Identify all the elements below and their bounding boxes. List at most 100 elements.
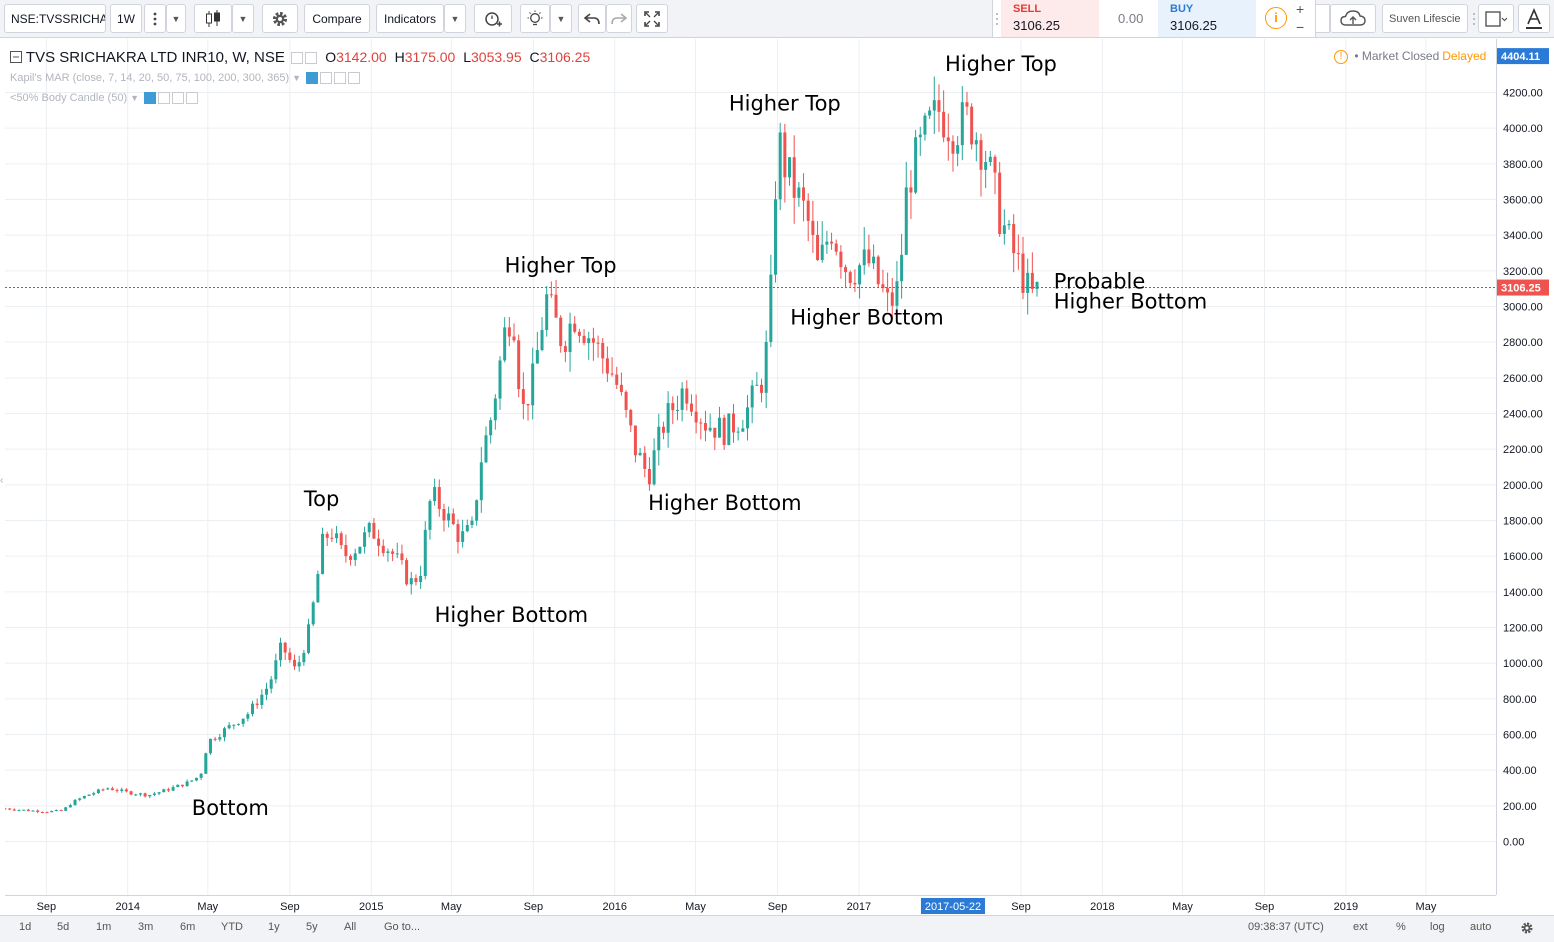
- layout-name-button[interactable]: Suven Lifescie: [1382, 4, 1468, 33]
- candle-body: [152, 793, 156, 795]
- info-icon[interactable]: i: [1265, 7, 1287, 29]
- close-icon[interactable]: [348, 72, 361, 85]
- panel-edge: [1316, 4, 1330, 33]
- auto-toggle[interactable]: auto: [1470, 921, 1492, 933]
- undo-button[interactable]: [578, 4, 606, 33]
- text-tool-button[interactable]: [1518, 4, 1550, 33]
- gear-icon[interactable]: [320, 72, 333, 85]
- annotation-label: Higher Bottom: [790, 305, 944, 329]
- candle: [265, 682, 269, 701]
- price-axis[interactable]: 0.00 200.00 400.00 600.00 800.00 1000.00 1200.…: [1496, 39, 1554, 895]
- plus-icon[interactable]: +: [1296, 1, 1305, 17]
- time-axis[interactable]: Sep 2014 May Sep 2015 May Sep 2016 May Sep 2017 Sep…: [5, 895, 1496, 915]
- candle-body: [265, 688, 269, 695]
- percent-toggle[interactable]: %: [1396, 921, 1406, 933]
- candle-body: [512, 336, 516, 341]
- candle: [274, 653, 278, 684]
- indicator-legend-body-candle[interactable]: <50% Body Candle (50) ▼: [10, 92, 199, 105]
- price-chart[interactable]: Bottom Top Higher Bottom Higher Top Higher B…: [3, 39, 1496, 895]
- interval-dropdown[interactable]: ▼: [166, 4, 186, 33]
- minus-icon[interactable]: −: [1296, 19, 1305, 35]
- chart-pane[interactable]: Bottom Top Higher Bottom Higher Top Higher B…: [3, 39, 1496, 895]
- ideas-button[interactable]: [520, 4, 550, 33]
- interval-more-button[interactable]: [144, 4, 166, 33]
- range-1d[interactable]: 1d: [19, 921, 32, 933]
- range-ytd[interactable]: YTD: [221, 921, 243, 933]
- candle: [26, 808, 30, 812]
- plus-icon[interactable]: [334, 72, 347, 85]
- candle-body: [1007, 224, 1011, 226]
- gear-icon[interactable]: [158, 92, 171, 105]
- clock-label[interactable]: 09:38:37 (UTC): [1248, 921, 1324, 933]
- compare-button[interactable]: Compare: [304, 4, 370, 33]
- candle-body: [213, 738, 217, 740]
- range-5d[interactable]: 5d: [57, 921, 70, 933]
- candle: [816, 221, 820, 261]
- ideas-dropdown[interactable]: ▼: [550, 4, 572, 33]
- candle-body: [96, 789, 100, 794]
- gear-icon[interactable]: [1520, 921, 1534, 935]
- indicator-legend-mar[interactable]: Kapil's MAR (close, 7, 14, 20, 50, 75, 1…: [10, 72, 361, 85]
- time-tick-label: 2014: [116, 901, 140, 913]
- fullscreen-button[interactable]: [636, 4, 668, 33]
- collapse-legend-icon[interactable]: [10, 51, 22, 63]
- eye-icon[interactable]: [144, 92, 157, 105]
- left-panel-handle[interactable]: ‹: [0, 475, 4, 486]
- settings-button[interactable]: [262, 4, 298, 33]
- gear-icon[interactable]: [305, 52, 318, 65]
- indicators-dropdown[interactable]: ▼: [444, 4, 466, 33]
- chart-style-button[interactable]: [194, 4, 232, 33]
- candle: [802, 173, 806, 222]
- candle: [106, 787, 110, 791]
- candle-body: [946, 137, 950, 142]
- close-icon[interactable]: [186, 92, 199, 105]
- buy-button[interactable]: BUY 3106.25: [1158, 0, 1256, 37]
- chevron-down-icon[interactable]: ▼: [292, 73, 302, 83]
- symbol-search[interactable]: NSE:TVSSRICHA: [4, 4, 106, 33]
- price-tick-label: 2200.00: [1503, 444, 1543, 456]
- eye-icon[interactable]: [306, 72, 319, 85]
- indicators-button[interactable]: Indicators: [376, 4, 444, 33]
- warning-icon[interactable]: !: [1334, 49, 1348, 64]
- chevron-down-icon[interactable]: ▼: [130, 93, 140, 103]
- goto-button[interactable]: Go to...: [384, 921, 421, 933]
- source-icon[interactable]: [172, 92, 185, 105]
- price-tick-label: 200.00: [1503, 801, 1537, 813]
- candle: [904, 161, 908, 255]
- candle: [774, 181, 778, 283]
- candle: [830, 232, 834, 250]
- drag-handle-icon[interactable]: [995, 12, 999, 26]
- range-3m[interactable]: 3m: [138, 921, 154, 933]
- redo-button[interactable]: [606, 4, 632, 33]
- price-tick-label: 1400.00: [1503, 587, 1543, 599]
- candle: [862, 227, 866, 275]
- eye-icon[interactable]: [291, 52, 304, 65]
- candle: [433, 478, 437, 506]
- candle-body: [64, 807, 68, 811]
- candle: [610, 357, 614, 377]
- range-1m[interactable]: 1m: [96, 921, 112, 933]
- range-6m[interactable]: 6m: [180, 921, 196, 933]
- drag-handle-icon[interactable]: [1472, 12, 1476, 31]
- candle-body: [255, 703, 259, 705]
- candle-body: [587, 338, 591, 344]
- last-price-label: 3106.25: [1501, 283, 1541, 295]
- sell-button[interactable]: SELL 3106.25: [1001, 0, 1099, 37]
- range-5y[interactable]: 5y: [306, 921, 318, 933]
- log-toggle[interactable]: log: [1430, 921, 1445, 933]
- candle: [909, 170, 913, 219]
- chart-style-dropdown[interactable]: ▼: [232, 4, 254, 33]
- candle: [512, 323, 516, 343]
- range-all[interactable]: All: [344, 921, 357, 933]
- alert-button[interactable]: [474, 4, 512, 33]
- range-1y[interactable]: 1y: [268, 921, 280, 933]
- candle: [764, 330, 768, 409]
- candle: [937, 84, 941, 132]
- interval-button[interactable]: 1W: [110, 4, 142, 33]
- candle-body: [591, 338, 595, 343]
- layout-button[interactable]: [1478, 4, 1514, 33]
- cloud-save-button[interactable]: [1330, 4, 1376, 33]
- ext-toggle[interactable]: ext: [1353, 921, 1368, 933]
- candle: [120, 787, 124, 793]
